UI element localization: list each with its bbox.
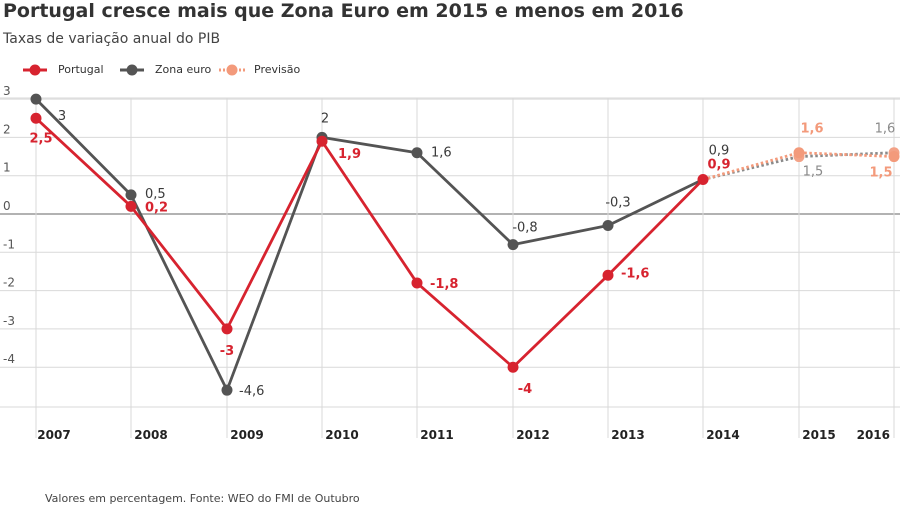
- series-line-portugal: [35, 117, 704, 369]
- y-tick-label: -4: [3, 352, 15, 366]
- data-label-zona-euro: -0,8: [512, 221, 537, 236]
- data-label-zona-euro: 1,6: [875, 122, 896, 137]
- chart-subtitle: Taxas de variação anual do PIB: [3, 31, 221, 47]
- legend-label-zona-euro: Zona euro: [155, 63, 212, 76]
- data-label-zona-euro: 1,5: [803, 165, 824, 180]
- point-zona-euro: [411, 147, 423, 159]
- x-axis-ticks: 2007 2008 2009 2010 2011 2012 2013 2014 2015 2016: [37, 428, 890, 442]
- point-portugal: [602, 269, 614, 281]
- data-label-portugal: 1,9: [338, 147, 361, 162]
- data-label-zona-euro: 3: [58, 109, 66, 124]
- y-tick-label: -1: [3, 237, 15, 251]
- point-portugal-forecast: [793, 147, 805, 159]
- forecast-line-zona-euro: [702, 151, 895, 181]
- data-label-zona-euro: -0,3: [605, 195, 630, 210]
- data-label-portugal: 1,5: [869, 166, 892, 181]
- x-tick-label: 2013: [611, 428, 644, 442]
- y-axis-ticks: 3 2 1 0 -1 -2 -3 -4: [3, 84, 15, 366]
- y-tick-label: 0: [3, 199, 11, 213]
- y-tick-label: -2: [3, 276, 15, 290]
- data-label-portugal: 1,6: [800, 122, 823, 137]
- point-portugal: [411, 277, 423, 289]
- y-tick-label: 2: [3, 122, 11, 136]
- legend-portugal-marker-icon: [23, 64, 47, 76]
- point-portugal: [507, 361, 519, 373]
- source-note: Valores em percentagem. Fonte: WEO do FM…: [45, 492, 360, 505]
- point-portugal: [697, 174, 709, 186]
- series-line-zona-euro: [35, 98, 704, 392]
- point-portugal: [316, 135, 328, 147]
- point-zona-euro: [507, 239, 519, 251]
- data-label-portugal: -3: [220, 344, 234, 359]
- series: [30, 93, 900, 396]
- point-portugal-forecast: [888, 151, 900, 163]
- point-zona-euro: [602, 219, 614, 231]
- data-label-zona-euro: 1,6: [431, 146, 452, 161]
- y-tick-label: -3: [3, 314, 15, 328]
- legend-item-zona-euro: Zona euro: [119, 61, 219, 79]
- y-tick-label: 3: [3, 84, 11, 98]
- x-tick-label: 2016: [857, 428, 890, 442]
- y-tick-label: 1: [3, 161, 11, 175]
- x-tick-label: 2009: [230, 428, 263, 442]
- legend-item-previsao: Previsão: [218, 61, 318, 79]
- data-label-zona-euro: 0,5: [145, 187, 166, 202]
- x-tick-label: 2010: [325, 428, 358, 442]
- point-zona-euro: [125, 189, 137, 201]
- point-zona-euro: [221, 384, 233, 396]
- point-portugal: [125, 200, 137, 212]
- data-label-zona-euro: -4,6: [239, 384, 264, 399]
- x-tick-label: 2008: [134, 428, 167, 442]
- x-tick-label: 2007: [37, 428, 70, 442]
- chart-title: Portugal cresce mais que Zona Euro em 20…: [3, 0, 684, 22]
- data-label-portugal: -1,8: [430, 277, 458, 292]
- point-portugal: [221, 323, 233, 335]
- legend-item-portugal: Portugal: [22, 61, 112, 79]
- data-label-portugal: -4: [518, 382, 532, 397]
- data-label-zona-euro: 2: [321, 111, 329, 126]
- legend-previsao-marker-icon: [219, 64, 245, 76]
- data-label-portugal: 0,2: [145, 200, 168, 215]
- data-labels: 3 2,5 0,50,2 -4,6 -3 2 1,9 1,6 -1,8 -0,8 -4 -0,3 -1,…: [29, 109, 895, 399]
- legend-zona-euro-marker-icon: [120, 64, 144, 76]
- x-tick-label: 2014: [706, 428, 739, 442]
- x-tick-label: 2011: [420, 428, 453, 442]
- legend-label-portugal: Portugal: [58, 63, 104, 76]
- x-tick-label: 2012: [516, 428, 549, 442]
- data-label-zona-euro: 0,9: [709, 144, 730, 159]
- point-portugal: [30, 112, 42, 124]
- point-zona-euro: [30, 93, 42, 105]
- line-chart: 3 2 1 0 -1 -2 -3 -4 2007 2008 2009 2010 2011 2012 201…: [0, 84, 900, 442]
- data-label-portugal: 0,9: [707, 158, 730, 173]
- data-label-portugal: 2,5: [29, 131, 52, 146]
- legend-label-previsao: Previsão: [254, 63, 301, 76]
- data-label-portugal: -1,6: [621, 266, 649, 281]
- x-tick-label: 2015: [802, 428, 835, 442]
